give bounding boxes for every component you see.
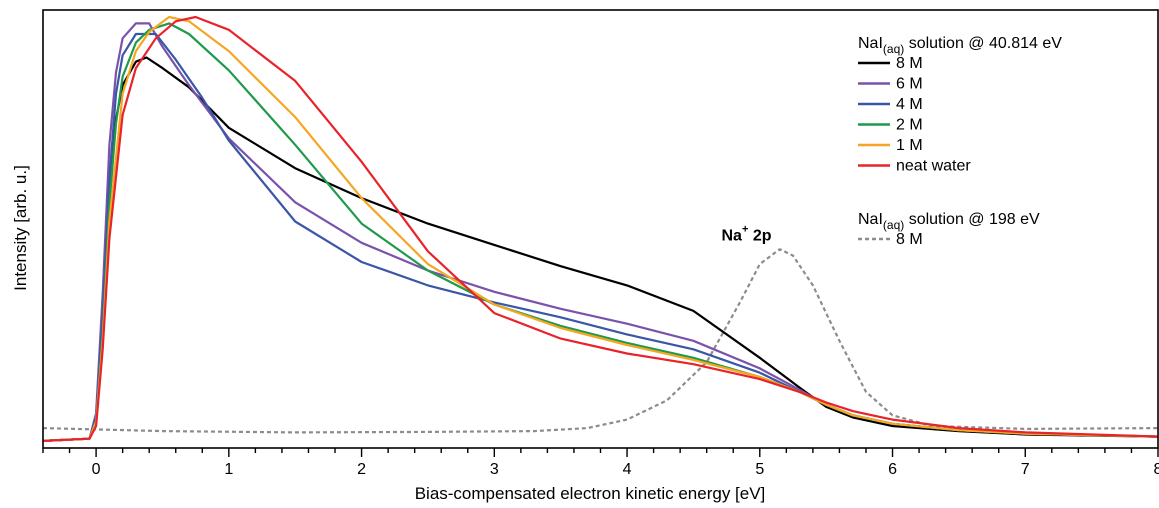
x-tick-label: 3 [490, 461, 499, 478]
series-line-8m-198ev [43, 248, 1158, 434]
x-tick-label: 5 [755, 461, 764, 478]
x-tick-label: 6 [888, 461, 897, 478]
x-tick-label: 4 [623, 461, 632, 478]
x-axis: 0 1 2 3 4 5 6 7 8 [42, 448, 1159, 478]
x-tick-label: 8 [1154, 461, 1159, 478]
legend-title-40eV: NaI(aq) solution @ 40.814 eV [858, 35, 1062, 56]
legend: NaI(aq) solution @ 40.814 eV8 M6 M4 M2 M… [858, 35, 1062, 248]
series-line-2-m [43, 22, 1158, 442]
series-line-1-m [43, 15, 1158, 442]
x-tick-label: 0 [92, 461, 101, 478]
plot-lines [43, 15, 1158, 442]
x-axis-label: Bias-compensated electron kinetic energy… [415, 484, 766, 503]
legend-label: neat water [896, 158, 971, 175]
series-line-6-m [43, 22, 1158, 442]
x-tick-label: 7 [1021, 461, 1030, 478]
x-tick-label: 2 [357, 461, 366, 478]
series-line-4-m [43, 32, 1158, 442]
legend-label: 6 M [896, 76, 923, 93]
legend-title-198eV: NaI(aq) solution @ 198 eV [858, 211, 1040, 232]
x-tick-label: 1 [224, 461, 233, 478]
legend-label: 1 M [896, 137, 923, 154]
plot-frame [42, 9, 1159, 449]
na-2p-annotation: Na+ 2p [722, 224, 772, 245]
legend-label: 8 M [896, 55, 923, 72]
legend-label: 8 M [896, 231, 923, 248]
legend-label: 2 M [896, 117, 923, 134]
legend-label: 4 M [896, 96, 923, 113]
series-line-neat-water [43, 15, 1158, 442]
y-axis-label: Intensity [arb. u.] [11, 165, 30, 291]
